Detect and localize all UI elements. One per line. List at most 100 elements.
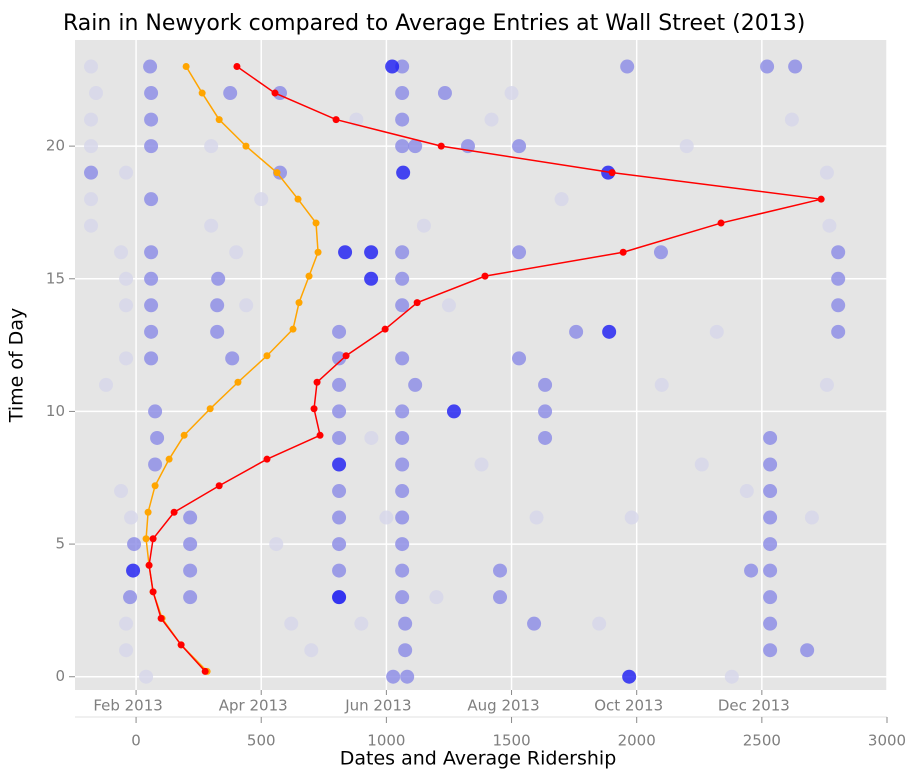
point <box>332 510 347 525</box>
line-marker <box>142 535 150 543</box>
x-tick-label: 2500 <box>743 732 781 750</box>
point <box>395 457 410 472</box>
point <box>529 510 544 525</box>
point <box>400 669 415 684</box>
point <box>592 616 607 631</box>
line-marker <box>144 508 152 516</box>
point <box>119 165 134 180</box>
point <box>364 245 379 260</box>
point <box>332 537 347 552</box>
point <box>395 245 410 260</box>
point <box>144 351 159 366</box>
point <box>804 510 819 525</box>
point <box>512 139 527 154</box>
point <box>493 590 508 605</box>
line-marker <box>201 667 209 675</box>
point <box>408 139 423 154</box>
x-tick-label: 500 <box>247 732 276 750</box>
point <box>395 139 410 154</box>
point <box>784 112 799 127</box>
point <box>512 245 527 260</box>
line-marker <box>145 561 153 569</box>
y-tick-label: 10 <box>46 402 65 420</box>
point <box>624 510 639 525</box>
point <box>484 112 499 127</box>
point <box>620 59 635 74</box>
point <box>119 271 134 286</box>
point <box>123 590 138 605</box>
line-marker <box>608 169 616 177</box>
line-marker <box>233 63 241 71</box>
line-marker <box>215 482 223 490</box>
point <box>332 324 347 339</box>
point <box>119 298 134 313</box>
point <box>139 669 154 684</box>
point <box>654 377 669 392</box>
point <box>653 245 668 260</box>
point <box>204 218 219 233</box>
point <box>395 59 410 74</box>
line-marker <box>437 142 445 150</box>
point <box>527 616 542 631</box>
x2-tick-label: Feb 2013 <box>93 697 163 715</box>
point <box>395 112 410 127</box>
y-axis-title: Time of Day <box>6 308 28 423</box>
point <box>493 563 508 578</box>
point <box>831 271 846 286</box>
x-tick-label: 0 <box>131 732 141 750</box>
point <box>210 324 225 339</box>
line-marker <box>242 142 250 150</box>
line-marker <box>310 405 318 413</box>
point <box>739 484 754 499</box>
point <box>538 404 553 419</box>
point <box>763 457 778 472</box>
point <box>395 351 410 366</box>
point <box>183 510 198 525</box>
line-marker <box>149 588 157 596</box>
point <box>332 351 347 366</box>
point <box>395 430 410 445</box>
line-marker <box>206 405 214 413</box>
x2-tick-label: Oct 2013 <box>594 697 663 715</box>
point <box>538 377 553 392</box>
point <box>396 165 411 180</box>
line-marker <box>182 63 190 71</box>
y-tick-label: 0 <box>55 667 65 685</box>
line-marker <box>289 325 297 333</box>
point <box>332 377 347 392</box>
point <box>89 86 104 101</box>
point <box>144 192 159 207</box>
point <box>763 590 778 605</box>
point <box>364 430 379 445</box>
point <box>332 430 347 445</box>
point <box>763 510 778 525</box>
point <box>114 484 129 499</box>
point <box>332 457 347 472</box>
point <box>474 457 489 472</box>
point <box>395 271 410 286</box>
line-marker <box>817 195 825 203</box>
point <box>148 457 163 472</box>
point <box>569 324 584 339</box>
x-tick-label: 3000 <box>868 732 906 750</box>
point <box>269 537 284 552</box>
line-marker <box>312 219 320 227</box>
point <box>724 669 739 684</box>
point <box>284 616 299 631</box>
point <box>332 484 347 499</box>
line-marker <box>313 378 321 386</box>
point <box>229 245 244 260</box>
point <box>143 59 158 74</box>
point <box>763 563 778 578</box>
point <box>822 218 837 233</box>
x-tick-label: 1000 <box>367 732 405 750</box>
point <box>127 537 142 552</box>
point <box>554 192 569 207</box>
point <box>395 484 410 499</box>
point <box>338 245 353 260</box>
point <box>304 643 319 658</box>
point <box>831 324 846 339</box>
x-axis-title: Dates and Average Ridership <box>340 748 617 770</box>
point <box>364 271 379 286</box>
